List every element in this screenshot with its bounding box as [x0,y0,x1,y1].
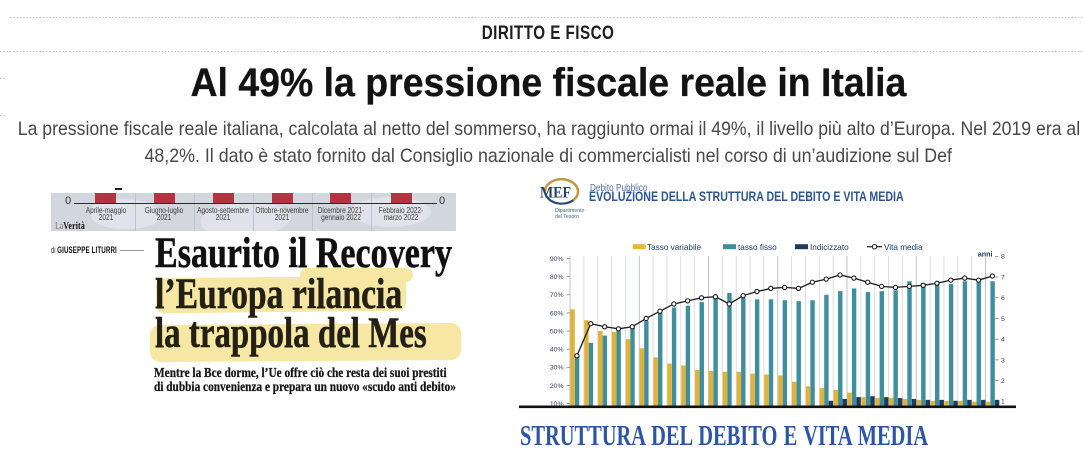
svg-text:1: 1 [1001,399,1005,406]
svg-text:70%: 70% [550,292,564,299]
svg-text:Tasso variabile: Tasso variabile [647,243,702,252]
svg-text:6: 6 [1001,295,1005,302]
svg-text:50%: 50% [550,328,564,335]
svg-text:2: 2 [1001,378,1005,385]
svg-text:10%: 10% [550,401,564,408]
svg-text:30%: 30% [550,365,564,372]
svg-text:8: 8 [1001,254,1005,261]
svg-text:anni: anni [978,250,993,259]
svg-text:80%: 80% [550,274,564,281]
svg-text:Vita media: Vita media [884,243,923,252]
svg-text:7: 7 [1001,274,1005,281]
svg-text:60%: 60% [550,310,564,317]
svg-text:4: 4 [1001,337,1005,344]
svg-text:40%: 40% [550,347,564,354]
svg-text:90%: 90% [550,256,564,263]
svg-text:tasso fisso: tasso fisso [738,243,777,252]
svg-text:Indicizzato: Indicizzato [810,243,849,252]
svg-text:3: 3 [1001,357,1005,364]
svg-text:5: 5 [1001,316,1005,323]
svg-text:MEF: MEF [540,185,571,202]
svg-text:20%: 20% [550,383,564,390]
